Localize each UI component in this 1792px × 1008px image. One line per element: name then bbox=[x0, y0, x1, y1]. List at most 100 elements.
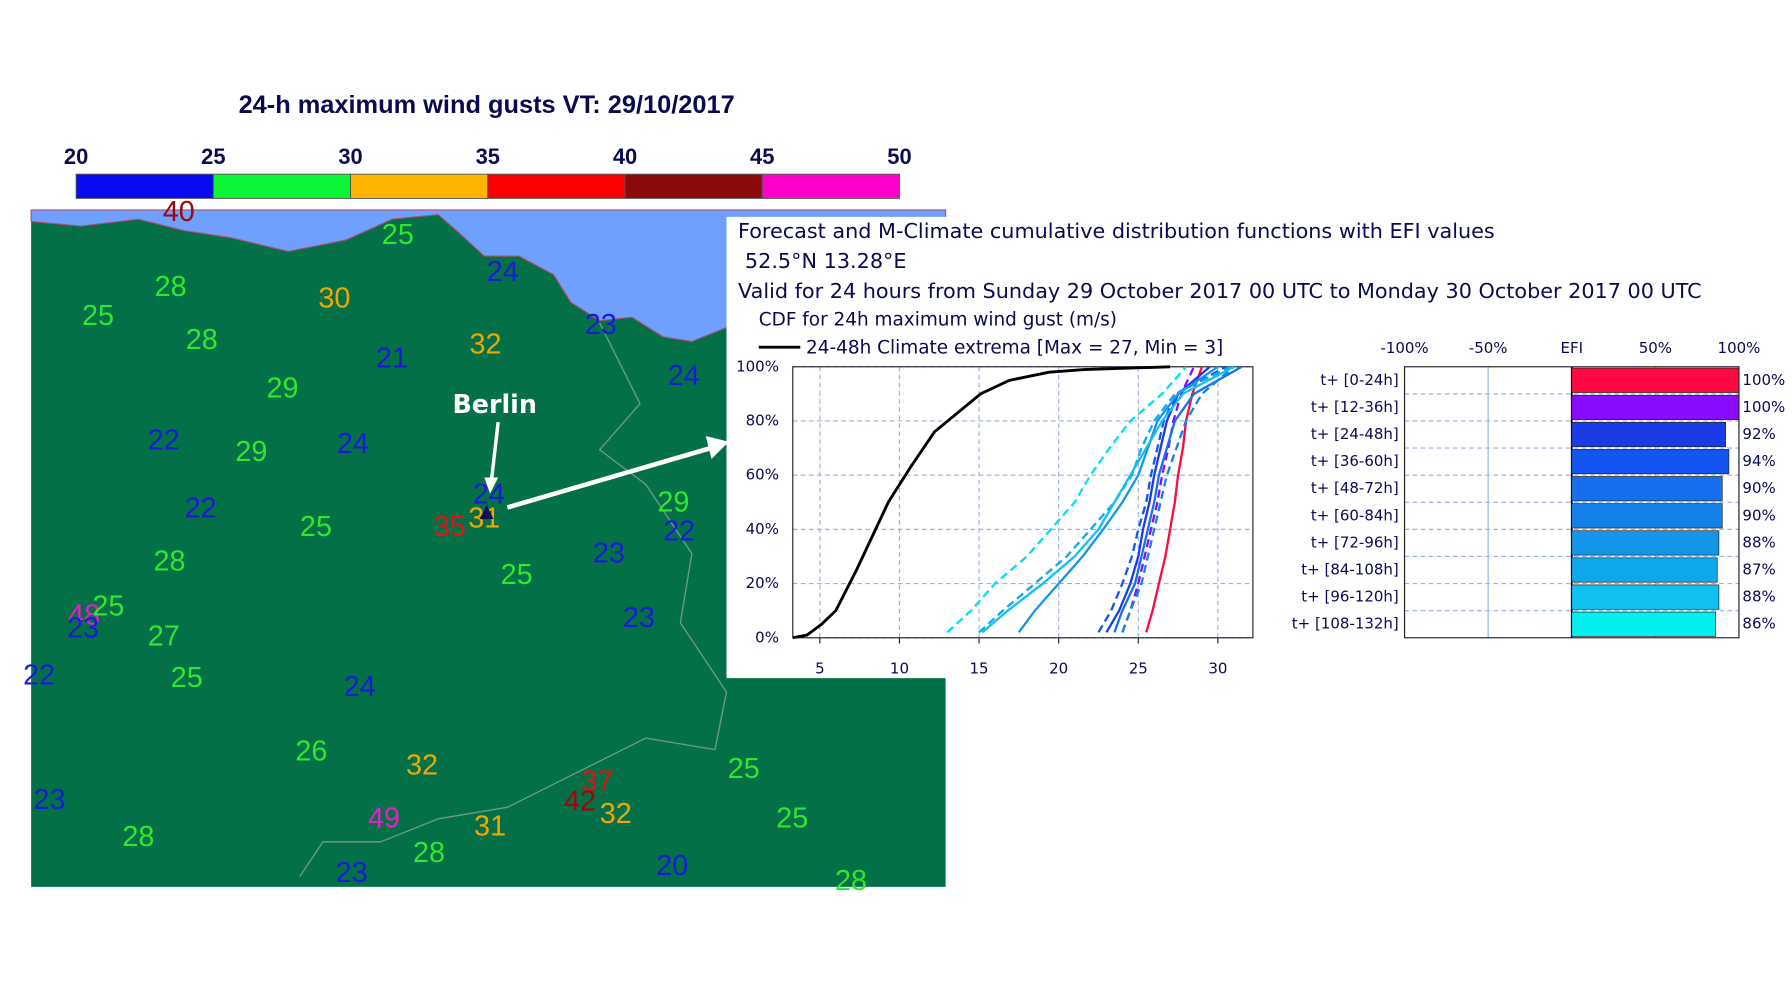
arrow-head bbox=[705, 435, 729, 460]
station-value: 25 bbox=[92, 590, 124, 622]
efi-bar bbox=[1571, 530, 1720, 556]
station-value: 21 bbox=[376, 342, 408, 374]
category-label: t+ [0-24h] bbox=[1320, 371, 1398, 389]
chart-subtitle: 52.5°N 13.28°E bbox=[745, 249, 907, 273]
colorbar-label: 40 bbox=[613, 144, 637, 169]
efi-bar bbox=[1571, 476, 1723, 502]
station-value: 32 bbox=[469, 329, 501, 361]
station-value: 42 bbox=[564, 785, 596, 817]
colorbar: 20 25 30 35 40 45 50 bbox=[64, 144, 912, 199]
efi-bar bbox=[1571, 503, 1723, 529]
category-label: t+ [36-60h] bbox=[1311, 452, 1399, 470]
station-value: 30 bbox=[318, 283, 350, 315]
efi-bar bbox=[1571, 367, 1740, 393]
x-tick-label: 10 bbox=[890, 659, 909, 677]
map-title: 24-h maximum wind gusts VT: 29/10/2017 bbox=[239, 91, 735, 119]
station-value: 24 bbox=[668, 360, 700, 392]
station-value: 28 bbox=[153, 545, 185, 577]
efi-bar bbox=[1571, 557, 1718, 583]
station-value: 29 bbox=[657, 487, 689, 519]
station-value: 20 bbox=[656, 850, 688, 882]
colorbar-segment bbox=[624, 173, 763, 199]
station-value: 29 bbox=[235, 436, 267, 468]
station-value: 32 bbox=[600, 798, 632, 830]
station-value: 22 bbox=[663, 515, 695, 547]
colorbar-label: 25 bbox=[201, 144, 225, 169]
station-value: 23 bbox=[34, 784, 66, 816]
x-tick-label: 5 bbox=[815, 659, 825, 677]
station-value: 23 bbox=[623, 602, 655, 634]
y-tick-label: 20% bbox=[746, 574, 779, 592]
city-label: Berlin bbox=[452, 389, 536, 419]
station-value: 37 bbox=[581, 766, 613, 798]
colorbar-segment bbox=[75, 173, 214, 199]
x-tick-label: 15 bbox=[970, 659, 989, 677]
location-marker bbox=[479, 505, 494, 519]
x-tick-label: 20 bbox=[1049, 659, 1068, 677]
station-value: 24 bbox=[487, 256, 519, 288]
station-value: 28 bbox=[186, 324, 218, 356]
colorbar-segment bbox=[212, 173, 352, 199]
station-value: 25 bbox=[300, 511, 332, 543]
efi-bar bbox=[1571, 449, 1730, 475]
cdf-line bbox=[1121, 366, 1196, 633]
y-tick-label: 100% bbox=[736, 357, 779, 375]
colorbar-segment bbox=[487, 173, 626, 199]
plot-frame bbox=[792, 366, 1254, 639]
station-value: 25 bbox=[382, 219, 414, 251]
charts: 5 10 15 20 25 30 0% 20% 40% 60% 80% 100% 24-48h Clim… bbox=[736, 337, 1785, 677]
value-label: 88% bbox=[1742, 588, 1775, 606]
station-value: 25 bbox=[776, 803, 808, 835]
category-label: t+ [108-132h] bbox=[1292, 615, 1399, 633]
arrow-head bbox=[484, 477, 499, 494]
stations: 4028253025242332282124292229242225243531… bbox=[23, 196, 867, 897]
y-tick-label: 0% bbox=[755, 628, 779, 646]
value-label: 94% bbox=[1742, 452, 1775, 470]
x-tick-label: 100% bbox=[1718, 339, 1761, 357]
city-arrow bbox=[489, 421, 500, 483]
value-label: 86% bbox=[1742, 615, 1775, 633]
station-value: 23 bbox=[593, 537, 625, 569]
station-value: 31 bbox=[474, 811, 506, 843]
legend-label: 24-48h Climate extrema [Max = 27, Min = … bbox=[806, 337, 1223, 358]
chart-title: Forecast and M-Climate cumulative distri… bbox=[738, 219, 1495, 243]
colorbar-segment bbox=[350, 173, 489, 199]
station-value: 26 bbox=[295, 736, 327, 768]
x-tick-label: -50% bbox=[1469, 339, 1508, 357]
cdf-line bbox=[1017, 365, 1219, 634]
y-tick-label: 80% bbox=[746, 411, 779, 429]
cdf-line bbox=[1113, 365, 1243, 633]
value-label: 92% bbox=[1742, 425, 1775, 443]
station-value: 23 bbox=[336, 857, 368, 889]
category-label: t+ [96-120h] bbox=[1301, 588, 1398, 606]
colorbar-label: 20 bbox=[64, 144, 88, 169]
category-label: t+ [48-72h] bbox=[1311, 479, 1399, 497]
cdf-line bbox=[1105, 365, 1211, 633]
station-value: 28 bbox=[122, 821, 154, 853]
cdf-line bbox=[946, 366, 1187, 634]
colorbar-segment bbox=[761, 173, 900, 199]
station-value: 28 bbox=[835, 865, 867, 897]
x-tick-label: EFI bbox=[1560, 339, 1583, 357]
category-label: t+ [24-48h] bbox=[1311, 425, 1399, 443]
station-value: 24 bbox=[344, 671, 376, 703]
chart-subtitle: Valid for 24 hours from Sunday 29 Octobe… bbox=[738, 279, 1702, 303]
value-label: 90% bbox=[1742, 479, 1775, 497]
station-value: 25 bbox=[82, 300, 114, 332]
category-label: t+ [12-36h] bbox=[1311, 398, 1399, 416]
station-value: 28 bbox=[155, 271, 187, 303]
value-label: 87% bbox=[1742, 561, 1775, 579]
station-value: 25 bbox=[501, 559, 533, 591]
plot-frame bbox=[1403, 366, 1740, 639]
station-value: 25 bbox=[728, 753, 760, 785]
legend-title: CDF for 24h maximum wind gust (m/s) bbox=[759, 310, 1117, 331]
cdf-line bbox=[981, 365, 1235, 634]
station-value: 29 bbox=[266, 372, 298, 404]
station-value: 24 bbox=[337, 428, 369, 460]
station-value: 23 bbox=[585, 309, 617, 341]
efi-bar bbox=[1571, 611, 1716, 637]
value-label: 100% bbox=[1742, 371, 1785, 389]
colorbar-label: 45 bbox=[750, 144, 774, 169]
